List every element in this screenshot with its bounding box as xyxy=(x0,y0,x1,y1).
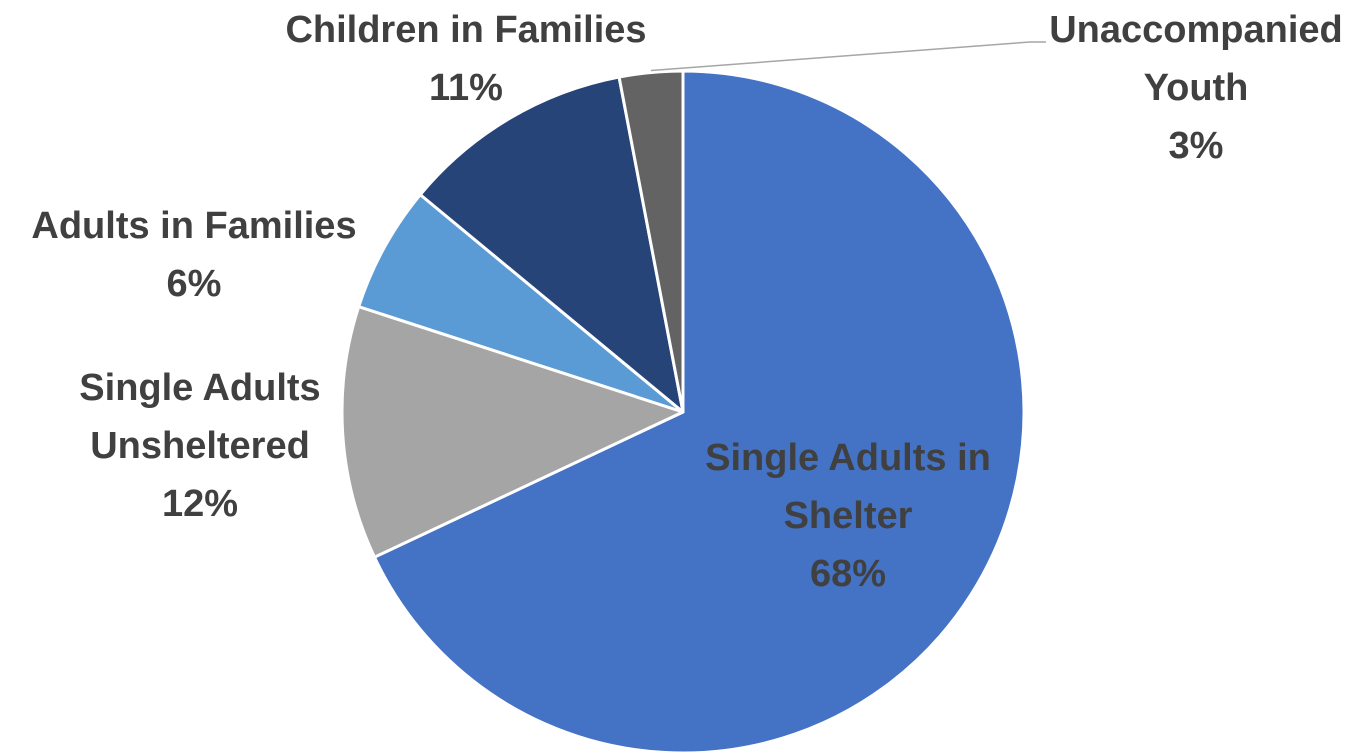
data-label-value: 68% xyxy=(810,553,886,595)
data-label-single-adults-unsheltered: Single Adults Unsheltered 12% xyxy=(79,367,320,525)
data-label-text: Single Adults in xyxy=(705,437,991,479)
data-label-value: 11% xyxy=(429,67,503,109)
data-label-single-adults-in-shelter: Single Adults in Shelter 68% xyxy=(705,437,991,595)
pie-slice-adults-in-families xyxy=(357,193,685,414)
pie-slice-unaccompanied-youth xyxy=(617,69,685,414)
data-label-value: 12% xyxy=(162,483,238,525)
leader-line-unaccompanied-youth xyxy=(650,41,1046,72)
data-label-value: 3% xyxy=(1169,125,1224,167)
pie-slices xyxy=(340,69,1026,754)
data-label-text: Unaccompanied xyxy=(1049,9,1343,51)
data-label-text: Unsheltered xyxy=(90,425,310,467)
pie-slice-children-in-families xyxy=(418,75,685,414)
pie-slice-single-adults-in-shelter xyxy=(372,69,1026,754)
data-label-value: 6% xyxy=(167,263,222,305)
data-label-text: Shelter xyxy=(784,495,913,537)
pie-slice-single-adults-unsheltered xyxy=(340,305,685,559)
data-label-text: Single Adults xyxy=(79,367,320,409)
data-label-text: Children in Families xyxy=(285,9,646,51)
data-label-text: Adults in Families xyxy=(31,205,356,247)
data-label-adults-in-families: Adults in Families 6% xyxy=(31,205,356,305)
pie-labels: Single Adults in Shelter 68% Single Adults U… xyxy=(31,9,1342,595)
data-label-children-in-families: Children in Families 11% xyxy=(285,9,646,109)
data-label-unaccompanied-youth: Unaccompanied Youth 3% xyxy=(1049,9,1343,167)
data-label-text: Youth xyxy=(1144,67,1249,109)
